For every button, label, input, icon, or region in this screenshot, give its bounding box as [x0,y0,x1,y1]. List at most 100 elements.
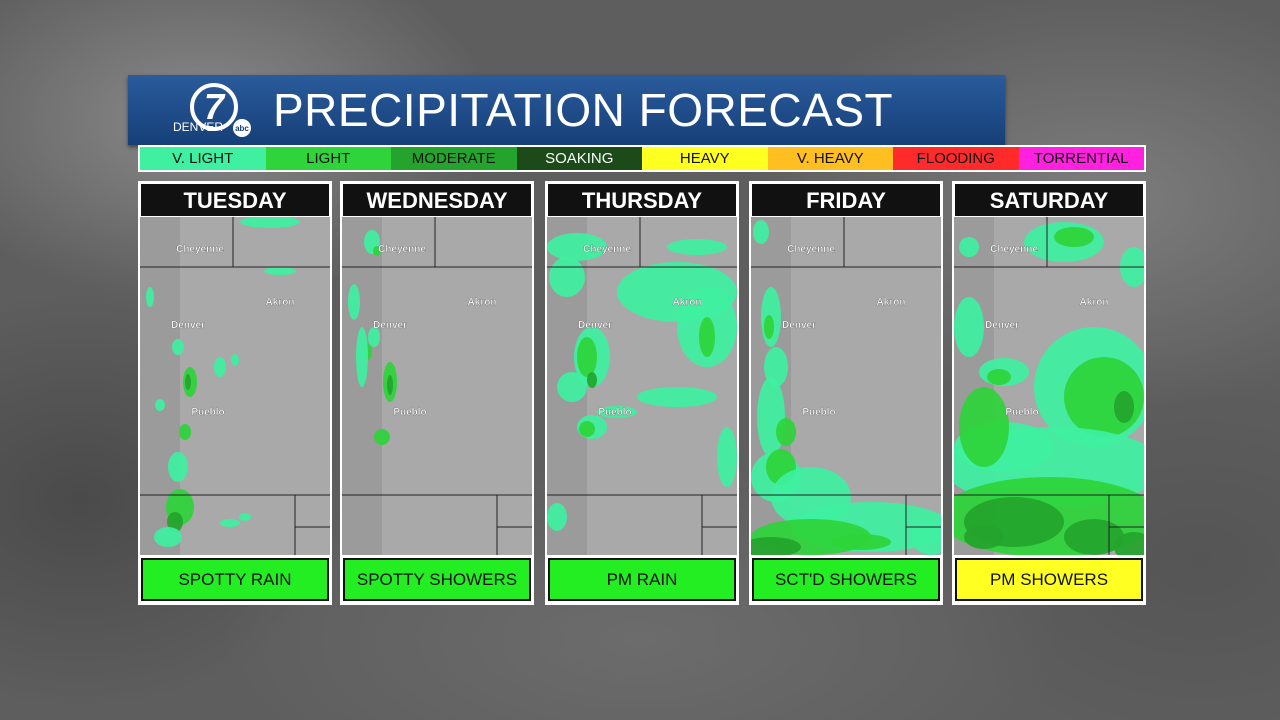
precip-area [172,339,184,355]
precip-area [776,418,796,446]
day-summary: SPOTTY RAIN [141,558,329,601]
day-panel: TUESDAY Cheyenne Akron Denver Pueblo SPOTTY R… [138,181,332,605]
city-label: Denver [985,320,1019,331]
city-label: Denver [782,320,816,331]
map: Cheyenne Akron Denver Pueblo [342,217,532,555]
city-label: Cheyenne [176,244,224,255]
precip-area [764,315,774,339]
precip-area [911,519,941,555]
day-panel: SATURDAY Cheyenne Akron Denver Pueblo PM SHOW… [952,181,1146,605]
precip-area [167,512,183,532]
precip-area [168,452,188,482]
precip-area [764,347,788,387]
map: Cheyenne Akron Denver Pueblo [954,217,1144,555]
map: Cheyenne Akron Denver Pueblo [547,217,737,555]
precip-area [373,246,381,256]
city-label: Cheyenne [378,244,426,255]
precip-area [1064,357,1144,437]
precip-area [368,327,380,347]
day-panel: FRIDAY Cheyenne Akron Denver Pueblo SCT'D SHO… [749,181,943,605]
city-label: Pueblo [191,407,224,418]
legend-item: MODERATE [391,147,517,170]
day-name: THURSDAY [548,184,736,216]
precip-area [547,503,567,531]
station-logo: 7 DENVER abc [173,83,251,137]
precip-area [959,387,1009,467]
city-label: Pueblo [1005,407,1038,418]
precip-area [579,421,595,437]
precip-area [214,357,226,377]
title: PRECIPITATION FORECAST [273,84,894,136]
precip-area [753,220,769,244]
legend-item: TORRENTIAL [1018,147,1144,170]
precip-area [831,534,891,550]
precip-area [348,284,360,320]
precip-area [231,354,239,366]
day-panel: THURSDAY Cheyenne Akron Denver Pueblo PM RAIN [545,181,739,605]
precip-area [1054,227,1094,247]
precip-area [239,513,251,521]
city-label: Denver [171,320,205,331]
map: Cheyenne Akron Denver Pueblo [140,217,330,555]
legend-item: LIGHT [265,147,391,170]
precip-area [146,287,154,307]
precip-area [557,372,587,402]
precip-area [155,399,165,411]
legend: V. LIGHT LIGHT MODERATE SOAKING HEAVY V. HEAV… [138,145,1146,172]
precip-area [964,525,1004,549]
day-summary: SCT'D SHOWERS [752,558,940,601]
legend-item: SOAKING [516,147,642,170]
precip-area [717,427,737,487]
city-label: Cheyenne [583,244,631,255]
city-label: Akron [673,297,702,308]
day-name: WEDNESDAY [343,184,531,216]
precip-area [597,406,637,418]
day-summary: PM SHOWERS [955,558,1143,601]
city-label: Akron [266,297,295,308]
day-name: TUESDAY [141,184,329,216]
precip-area [154,527,182,547]
precip-area [387,375,393,395]
day-summary: SPOTTY SHOWERS [343,558,531,601]
legend-item: HEAVY [642,147,768,170]
logo-number: 7 [204,86,226,127]
city-label: Pueblo [802,407,835,418]
city-label: Akron [877,297,906,308]
city-label: Pueblo [598,407,631,418]
city-label: Pueblo [393,407,426,418]
precip-area [577,337,597,377]
precip-area [751,537,801,555]
city-label: Denver [373,320,407,331]
precip-area [179,424,191,440]
precip-area [699,317,715,357]
precip-area [547,233,607,261]
day-name: SATURDAY [955,184,1143,216]
precip-area [1114,532,1144,555]
day-panel: WEDNESDAY Cheyenne Akron Denver Pueblo SPOTTY… [340,181,534,605]
precip-area [757,377,785,457]
city-label: Akron [468,297,497,308]
logo-network: abc [235,124,249,133]
precip-area [1114,391,1134,423]
legend-item: V. LIGHT [140,147,266,170]
precip-area [185,374,191,390]
precip-area [667,239,727,255]
logo-text: DENVER [173,120,223,134]
day-summary: PM RAIN [548,558,736,601]
city-label: Akron [1080,297,1109,308]
city-label: Denver [578,320,612,331]
day-name: FRIDAY [752,184,940,216]
precip-area [240,217,300,228]
legend-item: V. HEAVY [767,147,893,170]
precip-area [374,429,390,445]
precip-area [637,387,717,407]
city-label: Cheyenne [990,244,1038,255]
precip-area [356,327,368,387]
precip-area [954,297,984,357]
precip-area [549,257,585,297]
precip-area [264,267,296,275]
map: Cheyenne Akron Denver Pueblo [751,217,941,555]
precip-area [587,372,597,388]
precip-area [987,369,1011,385]
